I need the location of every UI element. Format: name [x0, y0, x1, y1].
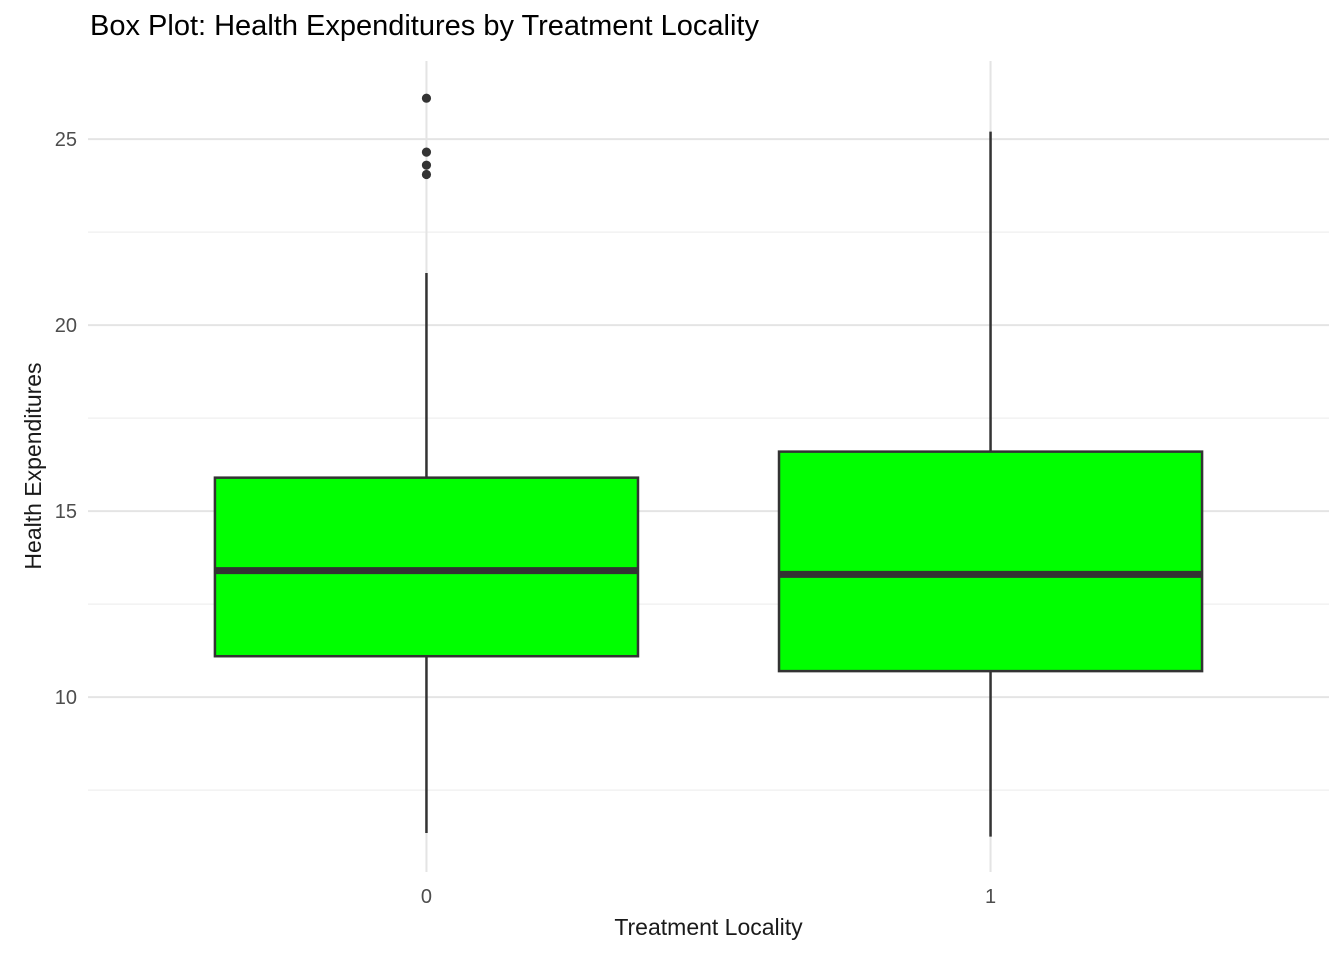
x-tick-label: 1 — [985, 886, 996, 908]
y-tick-label: 20 — [55, 315, 77, 337]
outlier-point — [421, 147, 432, 157]
y-tick-label: 25 — [55, 129, 77, 151]
outlier-point — [421, 160, 432, 170]
x-axis-title: Treatment Locality — [614, 914, 803, 940]
x-tick-label: 0 — [421, 886, 432, 908]
y-tick-label: 15 — [55, 501, 77, 523]
y-tick-label: 10 — [55, 687, 77, 709]
chart-title: Box Plot: Health Expenditures by Treatme… — [90, 10, 759, 42]
outlier-point — [421, 93, 432, 103]
box — [777, 450, 1204, 673]
box — [213, 476, 640, 658]
y-axis-title-text: Health Expenditures — [20, 362, 46, 570]
outlier-point — [421, 169, 432, 180]
